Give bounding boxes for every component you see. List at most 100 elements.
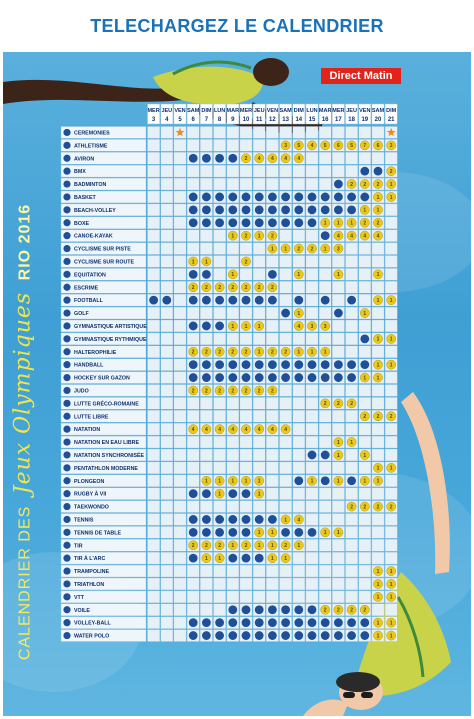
schedule-cell xyxy=(252,564,266,578)
event-day-dot xyxy=(320,360,330,370)
sport-pictogram-icon xyxy=(63,606,71,614)
medal-icon xyxy=(267,153,278,164)
event-day-dot xyxy=(241,360,251,370)
event-day-dot xyxy=(294,295,304,305)
medal-icon xyxy=(346,437,357,447)
schedule-cell xyxy=(173,177,187,191)
sport-label-cell xyxy=(60,423,147,436)
schedule-cell xyxy=(332,487,345,500)
medal-icon xyxy=(333,269,344,280)
medal-count: 1 xyxy=(245,324,248,330)
schedule-cell xyxy=(345,319,358,333)
medal-count: 2 xyxy=(245,350,248,356)
schedule-cell xyxy=(266,590,279,604)
schedule-cell xyxy=(160,410,174,423)
medal-icon xyxy=(373,140,383,151)
medal-icon xyxy=(201,540,212,551)
schedule-cell xyxy=(186,242,200,255)
schedule-cell xyxy=(318,487,332,500)
schedule-cell xyxy=(239,164,253,178)
event-day-dot xyxy=(215,205,225,215)
sport-pictogram-icon xyxy=(63,322,71,330)
medal-count: 4 xyxy=(284,427,287,433)
medal-count: 3 xyxy=(324,324,327,330)
sport-pictogram-icon xyxy=(63,348,71,356)
schedule-cell xyxy=(213,139,226,152)
schedule-cell xyxy=(305,397,319,410)
medal-count: 2 xyxy=(337,401,340,407)
medal-icon xyxy=(227,230,238,241)
schedule-cell xyxy=(332,281,345,294)
schedule-cell xyxy=(371,435,385,449)
medal-count: 1 xyxy=(324,246,327,252)
schedule-cell xyxy=(252,255,266,268)
medal-count: 1 xyxy=(390,182,393,188)
schedule-cell xyxy=(186,448,200,462)
schedule-cell xyxy=(279,255,292,268)
medal-icon xyxy=(214,385,225,396)
day-date: 8 xyxy=(218,117,222,123)
event-day-dot xyxy=(320,631,330,640)
medal-icon xyxy=(201,553,212,563)
sport-name: HOCKEY SUR GAZON xyxy=(74,376,130,382)
day-header-cell xyxy=(371,103,385,125)
sport-label-cell xyxy=(60,319,147,333)
schedule-cell xyxy=(226,255,240,268)
schedule-cell xyxy=(186,397,200,410)
schedule-cell xyxy=(279,164,292,178)
medal-count: 1 xyxy=(377,633,380,639)
medal-icon xyxy=(373,617,383,628)
schedule-cell xyxy=(200,126,213,139)
medal-icon xyxy=(267,553,278,563)
event-day-dot xyxy=(347,205,356,215)
event-day-dot xyxy=(241,515,251,524)
medal-icon xyxy=(333,527,344,538)
medal-icon xyxy=(267,230,278,241)
schedule-cell xyxy=(345,461,358,474)
schedule-cell xyxy=(384,203,398,216)
medal-count: 2 xyxy=(324,608,327,614)
schedule-cell xyxy=(292,397,306,410)
schedule-cell xyxy=(318,577,332,591)
sport-pictogram-icon xyxy=(63,193,71,201)
schedule-cell xyxy=(147,474,160,487)
medal-count: 1 xyxy=(350,221,353,227)
schedule-cell xyxy=(160,603,174,616)
sport-pictogram-icon xyxy=(63,567,71,575)
schedule-cell xyxy=(160,242,174,255)
download-banner[interactable]: TELECHARGEZ LE CALENDRIER xyxy=(0,0,474,52)
event-day-dot xyxy=(202,192,211,202)
schedule-cell xyxy=(160,487,174,500)
schedule-cell xyxy=(226,461,240,474)
medal-icon xyxy=(280,243,291,254)
schedule-cell xyxy=(358,539,372,552)
medal-icon xyxy=(359,372,370,383)
event-day-dot xyxy=(202,295,211,305)
schedule-cell xyxy=(173,552,187,565)
medal-count: 1 xyxy=(377,362,380,368)
day-date: 9 xyxy=(231,117,235,123)
medal-count: 4 xyxy=(258,427,261,433)
schedule-cell xyxy=(147,397,160,410)
sport-label-cell xyxy=(60,306,147,320)
day-name: SAM xyxy=(372,108,385,114)
medal-count: 2 xyxy=(245,259,248,265)
schedule-cell xyxy=(345,332,358,345)
medal-count: 4 xyxy=(337,233,340,239)
event-day-dot xyxy=(307,450,317,460)
schedule-cell xyxy=(186,474,200,487)
medal-icon xyxy=(201,346,212,357)
day-name: LUN xyxy=(214,108,225,114)
medal-icon xyxy=(386,463,397,473)
medal-count: 1 xyxy=(311,479,314,485)
day-name: VEN xyxy=(174,108,185,114)
banner-title[interactable]: TELECHARGEZ LE CALENDRIER xyxy=(90,16,384,36)
event-day-dot xyxy=(188,153,198,163)
schedule-cell xyxy=(200,177,213,191)
schedule-cell xyxy=(266,500,279,513)
schedule-cell xyxy=(200,242,213,255)
medal-count: 1 xyxy=(205,259,208,265)
schedule-cell xyxy=(186,603,200,616)
event-day-dot xyxy=(228,631,238,640)
schedule-cell xyxy=(371,384,385,397)
